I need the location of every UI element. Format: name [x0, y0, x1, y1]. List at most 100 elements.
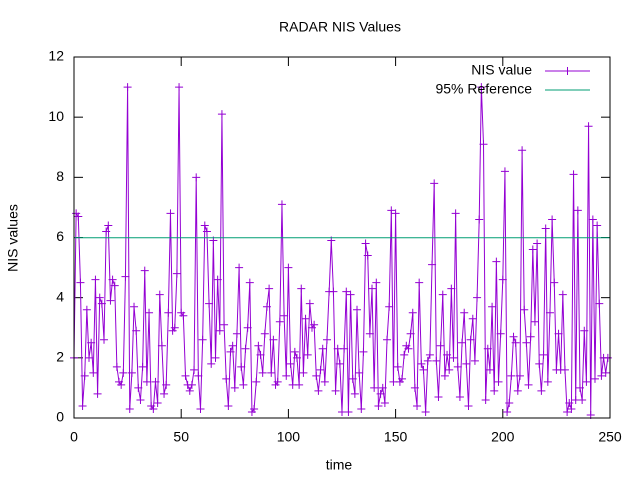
data-point	[573, 206, 582, 215]
data-point	[149, 404, 158, 413]
data-point	[202, 227, 211, 236]
data-point	[200, 221, 209, 230]
y-tick-label: 12	[48, 48, 64, 64]
data-point	[170, 323, 179, 332]
data-point	[595, 299, 604, 308]
data-point	[241, 344, 250, 353]
data-point	[222, 374, 231, 383]
data-point	[372, 278, 381, 287]
data-point	[505, 398, 514, 407]
data-point	[269, 335, 278, 344]
data-point	[282, 371, 291, 380]
data-point	[117, 380, 126, 389]
data-point	[275, 317, 284, 326]
data-point	[166, 209, 175, 218]
data-point	[578, 395, 587, 404]
data-point	[192, 173, 201, 182]
data-point	[374, 401, 383, 410]
data-point	[230, 383, 239, 392]
data-point	[428, 260, 437, 269]
data-point	[413, 401, 422, 410]
data-point	[518, 146, 527, 155]
data-point	[299, 368, 308, 377]
data-point	[526, 332, 535, 341]
data-point	[93, 389, 102, 398]
y-tick-label: 2	[56, 349, 64, 365]
data-point	[406, 329, 415, 338]
data-point	[194, 371, 203, 380]
legend-marker	[563, 67, 572, 75]
data-point	[485, 365, 494, 374]
data-point	[400, 350, 409, 359]
data-point	[378, 383, 387, 392]
data-point	[164, 308, 173, 317]
data-point	[440, 371, 449, 380]
data-point	[582, 377, 591, 386]
y-tick-label: 8	[56, 168, 64, 184]
data-point	[528, 245, 537, 254]
data-point	[470, 356, 479, 365]
data-point	[560, 365, 569, 374]
data-point	[464, 401, 473, 410]
data-point	[419, 365, 428, 374]
data-point	[89, 368, 98, 377]
data-point	[134, 383, 143, 392]
data-point	[213, 275, 222, 284]
data-point	[211, 353, 220, 362]
data-point	[312, 371, 321, 380]
data-point	[498, 275, 507, 284]
data-point	[353, 305, 362, 314]
data-point	[530, 317, 539, 326]
data-point	[286, 359, 295, 368]
y-tick-label: 6	[56, 228, 64, 244]
data-point	[462, 359, 471, 368]
data-point	[361, 239, 370, 248]
data-point	[569, 170, 578, 179]
data-point	[344, 407, 353, 416]
x-tick-label: 50	[173, 429, 189, 445]
data-point	[74, 212, 83, 221]
data-point	[157, 341, 166, 350]
data-point	[127, 368, 136, 377]
y-tick-label: 4	[56, 288, 64, 304]
data-point	[447, 284, 456, 293]
data-point	[348, 374, 357, 383]
data-point	[273, 377, 282, 386]
data-point	[215, 326, 224, 335]
data-point	[207, 359, 216, 368]
data-point	[554, 329, 563, 338]
data-point	[417, 359, 426, 368]
data-point	[82, 305, 91, 314]
data-point	[102, 227, 111, 236]
data-point	[550, 278, 559, 287]
data-point	[151, 377, 160, 386]
y-axis-label: NIS values	[5, 204, 21, 272]
data-point	[185, 386, 194, 395]
data-point	[408, 308, 417, 317]
data-point	[110, 281, 119, 290]
data-point	[503, 407, 512, 416]
data-point	[320, 377, 329, 386]
data-point	[511, 338, 520, 347]
data-point	[507, 371, 516, 380]
data-point	[318, 344, 327, 353]
data-point	[376, 389, 385, 398]
data-point	[460, 308, 469, 317]
data-point	[85, 353, 94, 362]
data-point	[370, 383, 379, 392]
data-point	[267, 368, 276, 377]
data-point	[443, 350, 452, 359]
data-point	[537, 386, 546, 395]
data-point	[496, 329, 505, 338]
data-point	[217, 110, 226, 119]
data-point	[303, 350, 312, 359]
data-point	[256, 350, 265, 359]
data-point	[153, 398, 162, 407]
data-point	[588, 215, 597, 224]
data-point	[492, 257, 501, 266]
data-point	[243, 323, 252, 332]
data-point	[301, 314, 310, 323]
data-point	[593, 221, 602, 230]
data-point	[108, 275, 117, 284]
data-point	[365, 329, 374, 338]
